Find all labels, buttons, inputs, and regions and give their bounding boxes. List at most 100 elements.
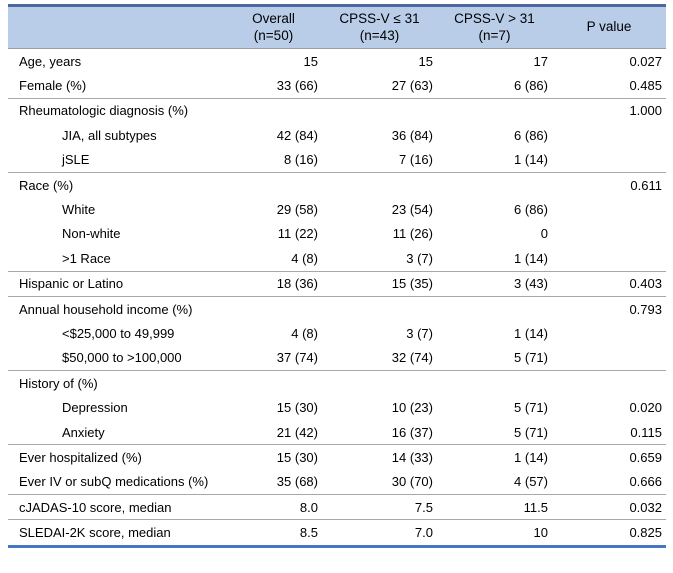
row-label-cell: Ever IV or subQ medications (%)	[8, 469, 225, 496]
value-cell: 15 (30)	[225, 444, 322, 470]
value-cell: 11 (22)	[225, 221, 322, 247]
p-value-cell: 0.611	[552, 172, 666, 198]
value-cell: 1 (14)	[437, 246, 552, 272]
table-row: Rheumatologic diagnosis (%) 1.000	[8, 98, 666, 124]
baseline-characteristics-table: Overall (n=50) CPSS-V ≤ 31 (n=43) CPSS-V…	[8, 4, 666, 548]
value-cell: 27 (63)	[322, 73, 437, 99]
table-row: Age, years 15 15 17 0.027	[8, 48, 666, 74]
value-cell: 7.5	[322, 494, 437, 521]
value-cell: 5 (71)	[437, 395, 552, 420]
table-row: Non-white 11 (22) 11 (26) 0	[8, 221, 666, 247]
value-cell	[225, 172, 322, 198]
row-label-cell: Female (%)	[8, 73, 225, 99]
table-row: Female (%) 33 (66) 27 (63) 6 (86) 0.485	[8, 73, 666, 99]
p-value-cell: 0.659	[552, 444, 666, 470]
row-label-cell: Annual household income (%)	[8, 296, 225, 322]
table-row: Anxiety 21 (42) 16 (37) 5 (71) 0.115	[8, 419, 666, 446]
table-row: SLEDAI-2K score, median 8.5 7.0 10 0.825	[8, 519, 666, 548]
p-value-cell	[552, 246, 666, 272]
value-cell: 10 (23)	[322, 395, 437, 420]
value-cell	[225, 370, 322, 396]
value-cell: 14 (33)	[322, 444, 437, 470]
p-value-cell: 0.666	[552, 469, 666, 496]
row-label-cell: cJADAS-10 score, median	[8, 494, 225, 521]
value-cell: 1 (14)	[437, 444, 552, 470]
value-cell: 11.5	[437, 494, 552, 521]
table-row: >1 Race 4 (8) 3 (7) 1 (14)	[8, 246, 666, 272]
value-cell: 7 (16)	[322, 147, 437, 173]
p-value-cell: 0.027	[552, 48, 666, 74]
p-value-cell	[552, 370, 666, 396]
p-value-cell	[552, 221, 666, 247]
p-value-cell: 0.403	[552, 271, 666, 297]
value-cell	[225, 98, 322, 124]
table-row: $50,000 to >100,000 37 (74) 32 (74) 5 (71)	[8, 345, 666, 372]
table-row: Depression 15 (30) 10 (23) 5 (71) 0.020	[8, 395, 666, 420]
table-row: History of (%)	[8, 370, 666, 396]
value-cell: 4 (8)	[225, 321, 322, 346]
header-label-cell	[8, 4, 225, 49]
value-cell: 30 (70)	[322, 469, 437, 496]
table-row: Hispanic or Latino 18 (36) 15 (35) 3 (43) 0.…	[8, 271, 666, 297]
value-cell	[322, 296, 437, 322]
value-cell	[437, 296, 552, 322]
row-label-cell: Hispanic or Latino	[8, 271, 225, 297]
p-value-cell	[552, 147, 666, 173]
value-cell: 15 (35)	[322, 271, 437, 297]
value-cell: 18 (36)	[225, 271, 322, 297]
table-header: Overall (n=50) CPSS-V ≤ 31 (n=43) CPSS-V…	[8, 4, 666, 49]
row-label-cell: Age, years	[8, 48, 225, 74]
table-row: Ever IV or subQ medications (%) 35 (68) 30…	[8, 469, 666, 496]
value-cell: 29 (58)	[225, 197, 322, 222]
header-p-value-cell: P value	[552, 4, 666, 49]
value-cell: 8.5	[225, 519, 322, 548]
p-value-cell: 0.793	[552, 296, 666, 322]
p-value-cell: 0.825	[552, 519, 666, 548]
row-label-cell: $50,000 to >100,000	[8, 345, 225, 372]
p-value-cell: 0.032	[552, 494, 666, 521]
value-cell: 6 (86)	[437, 123, 552, 148]
value-cell: 16 (37)	[322, 419, 437, 446]
value-cell: 4 (57)	[437, 469, 552, 496]
table-row: cJADAS-10 score, median 8.0 7.5 11.5 0.032	[8, 494, 666, 521]
value-cell	[322, 98, 437, 124]
value-cell	[225, 296, 322, 322]
value-cell: 3 (7)	[322, 321, 437, 346]
row-label-cell: <$25,000 to 49,999	[8, 321, 225, 346]
value-cell: 36 (84)	[322, 123, 437, 148]
value-cell: 15	[322, 48, 437, 74]
value-cell	[322, 172, 437, 198]
value-cell: 33 (66)	[225, 73, 322, 99]
value-cell: 1 (14)	[437, 321, 552, 346]
row-label-cell: Race (%)	[8, 172, 225, 198]
row-label-cell: JIA, all subtypes	[8, 123, 225, 148]
table-row: Ever hospitalized (%) 15 (30) 14 (33) 1 (14…	[8, 444, 666, 470]
p-value-cell: 0.115	[552, 419, 666, 446]
row-label-cell: SLEDAI-2K score, median	[8, 519, 225, 548]
table-row: Race (%) 0.611	[8, 172, 666, 198]
value-cell: 0	[437, 221, 552, 247]
value-cell: 8.0	[225, 494, 322, 521]
p-value-cell	[552, 123, 666, 148]
row-label-cell: Non-white	[8, 221, 225, 247]
value-cell: 6 (86)	[437, 73, 552, 99]
value-cell: 11 (26)	[322, 221, 437, 247]
value-cell: 32 (74)	[322, 345, 437, 372]
row-label-cell: Rheumatologic diagnosis (%)	[8, 98, 225, 124]
row-label-cell: >1 Race	[8, 246, 225, 272]
value-cell: 21 (42)	[225, 419, 322, 446]
value-cell: 8 (16)	[225, 147, 322, 173]
value-cell: 37 (74)	[225, 345, 322, 372]
p-value-cell: 0.485	[552, 73, 666, 99]
row-label-cell: Depression	[8, 395, 225, 420]
value-cell: 4 (8)	[225, 246, 322, 272]
table-row: jSLE 8 (16) 7 (16) 1 (14)	[8, 147, 666, 173]
table-row: JIA, all subtypes 42 (84) 36 (84) 6 (86)	[8, 123, 666, 148]
value-cell: 15	[225, 48, 322, 74]
value-cell	[437, 98, 552, 124]
p-value-cell	[552, 345, 666, 372]
row-label-cell: jSLE	[8, 147, 225, 173]
row-label-cell: Anxiety	[8, 419, 225, 446]
table-row: White 29 (58) 23 (54) 6 (86)	[8, 197, 666, 222]
p-value-cell	[552, 321, 666, 346]
